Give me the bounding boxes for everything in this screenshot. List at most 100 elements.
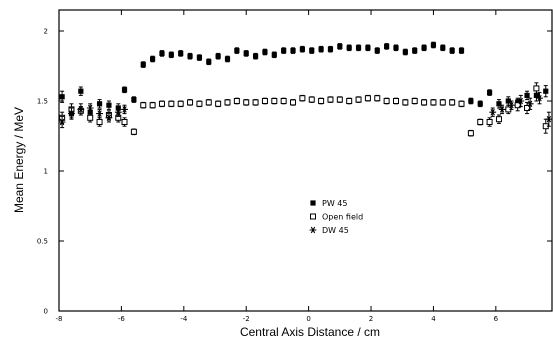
data-point xyxy=(271,52,277,58)
data-point xyxy=(187,53,193,59)
data-point xyxy=(309,48,315,54)
x-tick-label: 6 xyxy=(494,315,499,323)
legend-label: Open field xyxy=(322,213,363,222)
data-point xyxy=(458,48,465,54)
data-point xyxy=(508,101,515,109)
data-point xyxy=(514,102,521,109)
plot-frame xyxy=(58,9,553,312)
data-point xyxy=(262,49,268,55)
data-point xyxy=(355,96,362,103)
data-point xyxy=(77,106,85,113)
series-open-field xyxy=(59,82,549,137)
y-tick-label: 2 xyxy=(44,28,48,36)
data-point xyxy=(346,98,353,104)
data-point xyxy=(59,94,65,100)
data-point xyxy=(271,98,278,104)
data-point xyxy=(430,99,437,106)
data-point xyxy=(486,119,493,125)
data-point xyxy=(536,94,543,102)
data-point xyxy=(224,99,231,106)
x-tick-label: -2 xyxy=(243,315,250,323)
data-point xyxy=(364,95,371,102)
data-point xyxy=(224,56,231,62)
data-point xyxy=(439,99,446,106)
data-point xyxy=(290,48,296,54)
data-point xyxy=(489,108,497,116)
data-point xyxy=(383,98,390,104)
data-point xyxy=(477,101,483,107)
data-point xyxy=(374,48,380,54)
data-point xyxy=(402,49,408,55)
data-point xyxy=(121,119,128,125)
data-point xyxy=(261,98,268,104)
data-point xyxy=(215,100,222,107)
data-point xyxy=(149,102,156,109)
data-point xyxy=(505,98,511,104)
series-dw-45 xyxy=(58,92,553,129)
data-point xyxy=(384,43,390,49)
data-point xyxy=(545,115,553,123)
y-tick-label: 1.5 xyxy=(37,98,48,106)
x-tick-label: -8 xyxy=(56,315,63,323)
data-point xyxy=(346,45,352,51)
data-point xyxy=(114,108,122,116)
data-point xyxy=(495,116,502,123)
data-point xyxy=(68,110,75,117)
data-point xyxy=(280,98,287,104)
data-point xyxy=(467,130,474,137)
data-point xyxy=(215,53,221,59)
data-point xyxy=(393,45,399,51)
data-point xyxy=(106,102,112,108)
y-tick-label: 0.5 xyxy=(37,238,48,246)
data-point xyxy=(543,88,549,94)
data-point xyxy=(318,98,325,104)
data-point xyxy=(336,96,343,103)
data-point xyxy=(205,99,212,106)
data-point xyxy=(327,96,334,103)
data-point xyxy=(392,98,399,104)
data-point xyxy=(252,99,259,106)
y-tick-label: 1 xyxy=(44,168,48,176)
data-point xyxy=(524,92,530,98)
data-point xyxy=(299,95,306,102)
data-point xyxy=(327,46,334,52)
x-tick-label: -6 xyxy=(118,315,126,323)
data-point xyxy=(477,119,484,125)
y-axis-label: Mean Energy / MeV xyxy=(12,107,26,213)
data-point xyxy=(196,100,203,107)
data-point xyxy=(526,100,534,108)
data-point xyxy=(131,97,137,103)
data-point xyxy=(168,52,174,58)
data-point xyxy=(533,92,539,98)
legend-marker xyxy=(310,200,316,206)
data-point xyxy=(86,104,94,112)
data-point xyxy=(121,106,128,113)
data-point xyxy=(121,87,128,93)
data-point xyxy=(498,106,506,113)
data-point xyxy=(374,95,381,102)
data-point xyxy=(243,50,249,56)
legend-label: PW 45 xyxy=(322,199,347,208)
data-point xyxy=(158,100,165,107)
data-point xyxy=(355,45,362,51)
data-point xyxy=(87,114,94,121)
data-point xyxy=(411,98,418,104)
data-point xyxy=(130,128,137,135)
legend: PW 45 Open field DW 45 xyxy=(309,199,363,235)
data-point xyxy=(206,59,212,65)
data-point xyxy=(96,110,103,117)
x-axis-ticks: -8 -6 -4 -2 0 2 4 6 xyxy=(56,10,499,323)
data-point xyxy=(308,96,315,103)
data-point xyxy=(78,88,84,94)
x-tick-label: 2 xyxy=(369,315,373,323)
data-point xyxy=(140,62,146,68)
data-point xyxy=(150,56,156,62)
series-pw-45 xyxy=(59,41,549,119)
data-point xyxy=(365,45,371,51)
x-axis-label: Central Axis Distance / cm xyxy=(240,325,380,339)
data-point xyxy=(458,100,465,107)
data-point xyxy=(281,48,287,54)
y-tick-label: 0 xyxy=(44,308,48,316)
